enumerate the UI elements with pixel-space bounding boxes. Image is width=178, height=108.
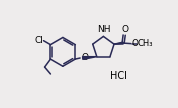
Text: O: O <box>131 39 138 48</box>
Text: O: O <box>121 25 128 34</box>
Text: NH: NH <box>97 25 110 34</box>
Text: Cl: Cl <box>34 36 43 45</box>
Text: O: O <box>81 53 88 63</box>
Text: CH₃: CH₃ <box>137 39 153 48</box>
Polygon shape <box>114 42 123 44</box>
Text: HCl: HCl <box>110 71 127 81</box>
Polygon shape <box>83 57 97 59</box>
